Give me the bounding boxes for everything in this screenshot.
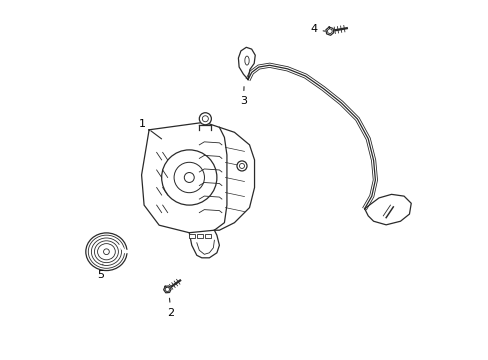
Circle shape [184, 172, 194, 183]
Text: 2: 2 [167, 298, 174, 318]
FancyBboxPatch shape [205, 234, 211, 238]
Polygon shape [163, 286, 171, 293]
FancyBboxPatch shape [188, 234, 194, 238]
Ellipse shape [98, 244, 115, 260]
Ellipse shape [88, 235, 124, 268]
Ellipse shape [85, 233, 127, 271]
Ellipse shape [94, 241, 118, 263]
FancyBboxPatch shape [197, 234, 203, 238]
Circle shape [237, 161, 246, 171]
Ellipse shape [91, 238, 121, 265]
Text: 3: 3 [240, 87, 246, 106]
Circle shape [239, 163, 244, 168]
Text: 4: 4 [310, 24, 325, 35]
Circle shape [199, 113, 211, 125]
Ellipse shape [244, 56, 249, 65]
Polygon shape [325, 27, 333, 35]
Circle shape [202, 116, 208, 122]
Circle shape [174, 162, 204, 193]
Circle shape [103, 249, 109, 255]
Circle shape [162, 150, 217, 205]
Text: 5: 5 [97, 264, 103, 280]
Text: 1: 1 [139, 120, 161, 139]
